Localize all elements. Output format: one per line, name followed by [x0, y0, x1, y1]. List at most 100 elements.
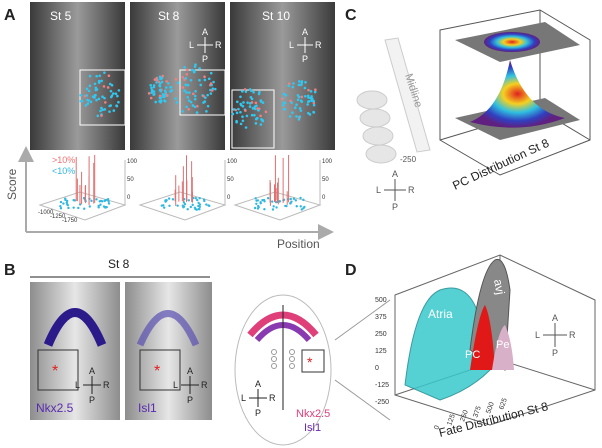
roi-box — [37, 349, 79, 391]
cell-dot — [174, 97, 177, 100]
cell-dot — [163, 89, 167, 93]
cell-dot — [300, 208, 303, 211]
cell-dot — [99, 109, 102, 113]
schematic-label: Isl1 — [304, 422, 321, 434]
cell-dot — [158, 75, 162, 79]
cell-dot — [295, 103, 298, 107]
cell-dot — [59, 204, 62, 208]
cell-dot — [155, 78, 158, 82]
cell-dot — [85, 94, 89, 97]
cell-dot — [150, 86, 153, 90]
cell-dot — [207, 77, 211, 81]
tick-label: 500 — [485, 401, 496, 414]
cell-dot — [103, 199, 106, 203]
cell-dot — [271, 200, 274, 203]
compass-label: L — [535, 330, 540, 340]
cell-dot — [204, 96, 207, 99]
cell-dot — [241, 115, 244, 119]
cell-dot — [251, 107, 255, 110]
cell-dot — [294, 199, 298, 202]
cell-dot — [205, 203, 208, 206]
cell-dot — [202, 101, 205, 104]
cell-dot — [239, 110, 242, 114]
cell-dot — [237, 107, 240, 111]
cell-dot — [106, 198, 110, 201]
cell-dot — [262, 198, 266, 202]
cell-dot — [198, 205, 201, 209]
cell-dot — [87, 99, 90, 102]
cell-dot — [102, 85, 106, 88]
cell-dot — [241, 119, 245, 123]
cell-dot — [167, 197, 171, 200]
panel-title: PC Distribution St 8 — [450, 136, 551, 193]
cell-dot — [271, 208, 275, 211]
image — [230, 2, 335, 150]
compass-label: R — [201, 380, 208, 390]
compass-label: R — [408, 185, 415, 195]
compass-label: A — [89, 366, 95, 376]
cell-dot — [159, 88, 162, 92]
tick-label: 250 — [459, 409, 470, 422]
cell-dot — [100, 79, 103, 83]
cell-dot — [257, 204, 260, 208]
surface — [404, 287, 491, 401]
tick-label: 0 — [227, 195, 231, 201]
cell-dot — [164, 86, 168, 89]
cell-dot — [189, 100, 193, 104]
cell-dot — [149, 96, 153, 100]
cell-dot — [88, 205, 91, 208]
compass-label: P — [187, 395, 193, 405]
cell-dot — [282, 101, 286, 105]
cell-dot — [152, 85, 156, 89]
cell-dot — [289, 197, 292, 201]
cell-dot — [291, 85, 295, 89]
cell-dot — [67, 206, 70, 210]
cell-dot — [85, 87, 89, 91]
cell-dot — [152, 93, 155, 96]
cell-dot — [181, 204, 185, 207]
cell-dot — [165, 94, 169, 97]
roi-box — [231, 89, 275, 149]
cell-dot — [263, 207, 266, 211]
cell-dot — [86, 102, 90, 105]
compass-label: L — [173, 380, 178, 390]
tick-label: 50 — [227, 177, 234, 183]
cell-dot — [181, 110, 184, 113]
cell-dot — [307, 88, 310, 92]
cell-dot — [255, 199, 258, 202]
tick-label: 375 — [472, 405, 483, 418]
cell-dot — [300, 95, 304, 99]
cell-dot — [288, 115, 292, 118]
cell-dot — [84, 104, 88, 107]
cell-dot — [182, 201, 186, 204]
cell-dot — [198, 78, 201, 82]
cell-dot — [300, 83, 303, 87]
cell-dot — [82, 196, 86, 200]
cell-dot — [206, 104, 210, 108]
cell-dot — [198, 203, 202, 206]
cell-dot — [107, 74, 111, 78]
cell-dot — [209, 92, 213, 95]
cell-dot — [64, 198, 67, 202]
cell-dot — [294, 106, 297, 110]
tick-label: 100 — [227, 159, 238, 165]
compass-label: A — [552, 313, 558, 323]
roi-box — [79, 69, 126, 126]
cell-dot — [161, 95, 165, 98]
cell-dot — [102, 205, 106, 208]
cell-dot — [191, 92, 195, 96]
cell-dot — [114, 92, 118, 96]
cell-dot — [110, 94, 114, 97]
cell-dot — [169, 85, 173, 89]
cell-dot — [193, 65, 197, 68]
cell-dot — [188, 91, 191, 94]
cell-dot — [287, 84, 290, 88]
cell-dot — [292, 197, 296, 200]
cell-dot — [117, 100, 120, 104]
cell-dot — [195, 111, 199, 114]
cell-dot — [189, 78, 193, 82]
stage-label: St 8 — [158, 9, 180, 23]
cell-dot — [104, 101, 107, 104]
cell-dot — [196, 104, 199, 108]
cell-dot — [272, 205, 275, 208]
